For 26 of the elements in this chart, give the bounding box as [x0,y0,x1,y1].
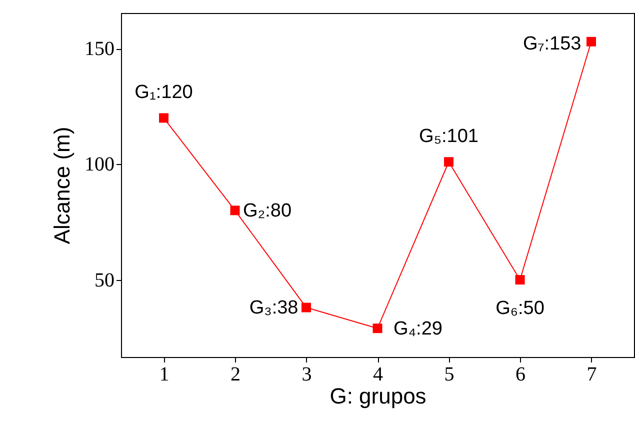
data-label: G₂:80 [243,200,292,222]
x-tick-label: 1 [159,364,170,386]
x-tick-label: 3 [302,364,312,386]
y-tick-label: 50 [94,269,114,292]
data-label: G₁:120 [134,82,193,103]
y-axis-title: Alcance (m) [50,126,74,244]
x-tick-label: 4 [373,364,383,386]
point [372,324,382,334]
y-tick-label: 100 [84,154,114,176]
point [444,157,454,167]
point [586,36,596,46]
x-tick-label: 5 [444,364,454,386]
point [515,275,525,285]
x-axis-title: G: grupos [330,384,426,408]
point [159,113,168,123]
point [302,302,311,312]
x-tick-label: 7 [586,364,597,386]
data-label: G₇:153 [522,34,582,55]
data-label: G₃:38 [249,298,298,319]
data-label: G₅:101 [419,126,478,147]
x-tick-label: 2 [230,364,240,386]
point [230,206,240,216]
data-label: G₄:29 [394,318,442,340]
data-label: G₆:50 [496,298,544,319]
y-tick-label: 150 [84,38,114,60]
x-tick-label: 6 [516,364,526,386]
